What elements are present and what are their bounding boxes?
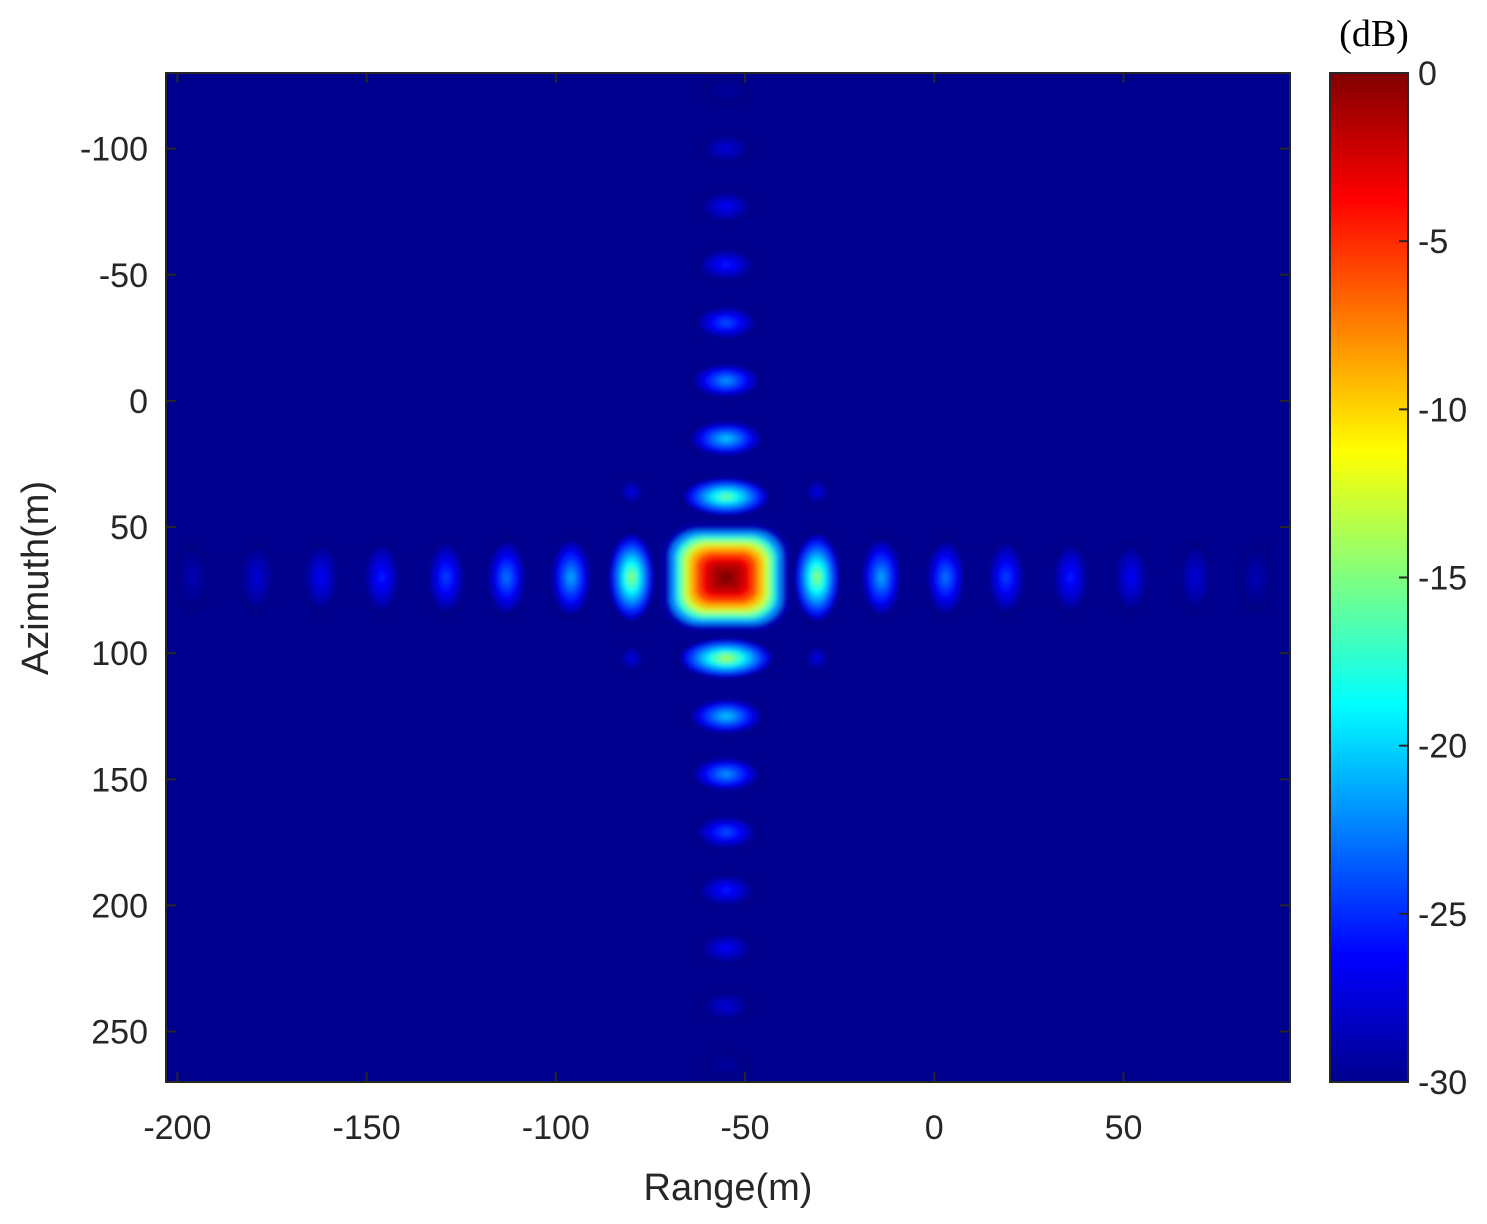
range-sidelobe	[986, 538, 1026, 617]
colorbar-tick-label: -30	[1418, 1064, 1467, 1102]
y-tick-label: 150	[91, 761, 148, 799]
plot-frame	[165, 72, 1291, 1083]
x-tick-label: 0	[925, 1109, 944, 1147]
range-sidelobe	[1238, 542, 1274, 613]
range-sidelobe	[606, 529, 657, 626]
colorbar-tick-label: -5	[1418, 223, 1448, 261]
colorbar-tick-label: -10	[1418, 391, 1467, 429]
azimuth-sidelobe	[702, 1049, 750, 1080]
main-lobe	[664, 525, 789, 630]
diagonal-sidelobe	[618, 478, 645, 505]
y-tick-label: 200	[91, 887, 148, 925]
range-sidelobe	[486, 536, 528, 619]
y-axis-ticks: -100 -50 0 50 100 150 200 250	[80, 131, 1290, 1052]
range-sidelobe	[1177, 541, 1214, 614]
x-tick-label: -150	[333, 1109, 401, 1147]
range-sidelobe	[1112, 540, 1150, 615]
azimuth-sidelobe	[697, 190, 755, 223]
y-tick-label: 50	[110, 509, 148, 547]
diagonal-sidelobe	[618, 645, 645, 672]
azimuth-sidelobe	[695, 873, 757, 907]
y-tick-label: 250	[91, 1014, 148, 1052]
azimuth-sidelobe	[689, 362, 763, 399]
azimuth-sidelobe	[695, 248, 757, 282]
x-tick-label: 50	[1105, 1109, 1143, 1147]
range-sidelobe	[859, 535, 903, 620]
colorbar	[1329, 72, 1409, 1083]
x-tick-label: -50	[720, 1109, 769, 1147]
range-sidelobe	[549, 535, 593, 620]
range-sidelobe	[174, 542, 211, 613]
diagonal-sidelobe	[803, 478, 830, 505]
x-axis-ticks: -200 -150 -100 -50 0 50	[143, 73, 1142, 1147]
range-sidelobe	[426, 538, 466, 617]
azimuth-sidelobe	[674, 636, 778, 680]
azimuth-sidelobe	[686, 697, 766, 735]
range-sidelobe	[792, 529, 842, 626]
azimuth-sidelobe	[697, 932, 755, 965]
range-sidelobe	[1051, 539, 1090, 616]
x-axis-label: Range(m)	[644, 1167, 813, 1209]
range-sidelobe	[238, 541, 275, 614]
y-tick-label: -50	[99, 257, 148, 295]
colorbar-ticks: 0 -5 -10 -15 -20 -25 -30	[1399, 55, 1467, 1102]
colorbar-tick-label: 0	[1418, 55, 1437, 93]
range-sidelobe	[302, 540, 340, 615]
azimuth-sidelobe	[686, 420, 766, 458]
azimuth-sidelobe	[678, 476, 774, 518]
y-tick-label: -100	[80, 131, 148, 169]
azimuth-sidelobe	[702, 75, 750, 106]
y-tick-label: 0	[129, 383, 148, 421]
y-axis-label: Azimuth(m)	[15, 481, 57, 675]
azimuth-sidelobe	[699, 133, 753, 165]
x-tick-label: -100	[522, 1109, 590, 1147]
range-sidelobe	[925, 536, 967, 619]
azimuth-sidelobe	[699, 990, 753, 1022]
y-tick-label: 100	[91, 635, 148, 673]
heatmap-marks	[174, 75, 1274, 1080]
azimuth-sidelobe	[689, 756, 763, 793]
azimuth-sidelobe	[693, 815, 760, 850]
colorbar-tick-label: -20	[1418, 728, 1467, 766]
azimuth-sidelobe	[693, 305, 760, 340]
colorbar-tick-label: -15	[1418, 560, 1467, 598]
diagonal-sidelobe	[803, 645, 830, 672]
colorbar-tick-label: -25	[1418, 896, 1467, 934]
x-tick-label: -200	[143, 1109, 211, 1147]
range-sidelobe	[362, 539, 401, 616]
colorbar-unit-label: (dB)	[1339, 13, 1409, 55]
